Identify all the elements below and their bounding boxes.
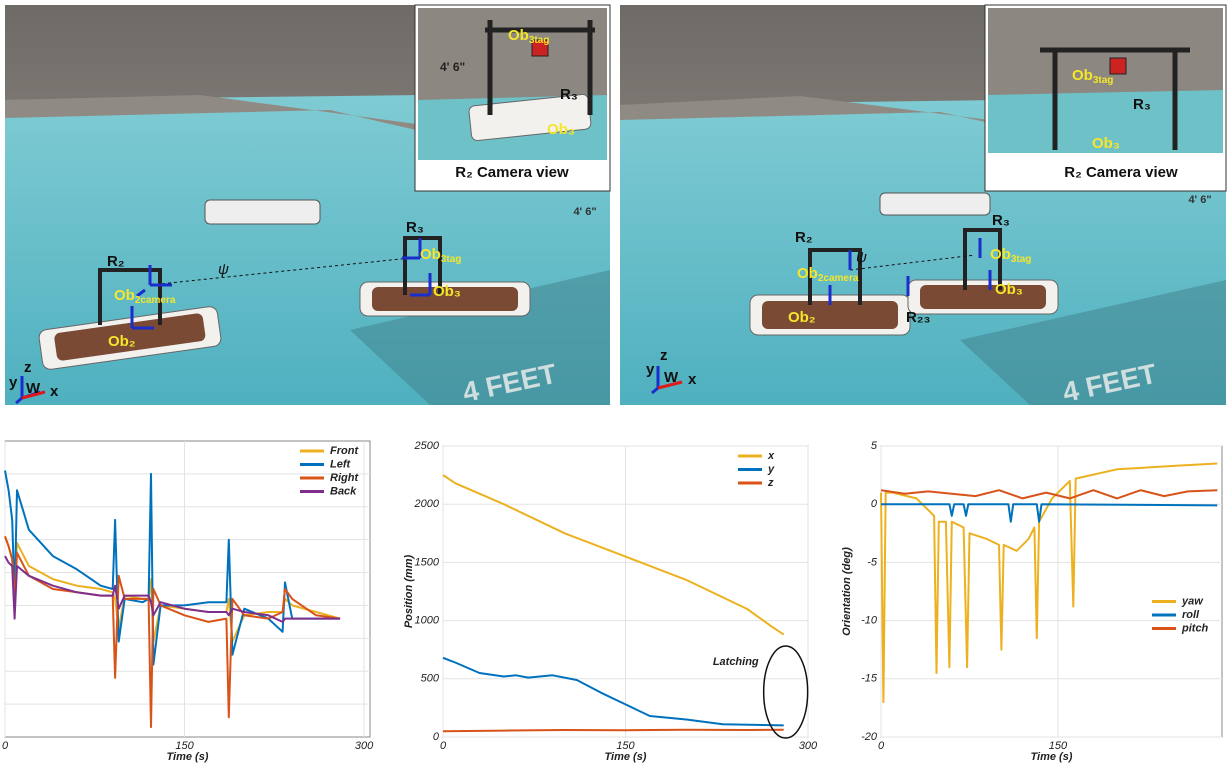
y-tick-label: -15 [861, 673, 878, 685]
tag [1110, 58, 1126, 74]
label: Ob₃ [547, 121, 575, 138]
y-tick-label: 500 [421, 673, 440, 685]
label: y [9, 374, 18, 391]
annotation: Latching [713, 656, 759, 668]
y-tick-label: -20 [861, 731, 878, 743]
y-axis-label: Orientation (deg) [841, 547, 853, 636]
x-axis-label: Time (s) [1031, 751, 1073, 763]
depth-mark: 4' 6" [573, 206, 596, 218]
boat [205, 200, 320, 224]
label-sub: 3tag [1093, 75, 1114, 86]
x-axis-label: Time (s) [605, 751, 647, 763]
label: z [660, 347, 668, 364]
label-base: Ob [990, 246, 1011, 263]
y-tick-label: -10 [861, 615, 878, 627]
boat-deck [920, 285, 1046, 309]
label: R₂₃ [906, 309, 930, 326]
caption: R₂ Camera view [1064, 164, 1178, 181]
photo: 4 FEET 4' 6" R₂ R₃ Ob2camera Ob3tag Ob₃ … [5, 5, 610, 408]
label: R₃ [992, 212, 1010, 229]
label: z [24, 359, 32, 376]
legend-label: pitch [1181, 622, 1209, 634]
legend-label: Left [330, 458, 352, 470]
label-base: Ob [508, 27, 529, 44]
figure: 4 FEET 4' 6" R₂ R₃ Ob2camera Ob3tag Ob₃ … [0, 0, 1228, 764]
depth-mark: 4' 6" [1188, 194, 1211, 206]
legend-label: z [767, 477, 774, 489]
label-sub: 2camera [818, 273, 859, 284]
label: W [26, 380, 41, 397]
legend-label: x [767, 450, 775, 462]
y-tick-label: 2000 [414, 498, 440, 510]
label-base: Ob [114, 287, 135, 304]
y-tick-label: 5 [871, 440, 878, 452]
label-sub: 2camera [135, 295, 176, 306]
x-tick-label: 0 [878, 740, 885, 752]
legend-label: y [767, 463, 775, 475]
caption: R₂ Camera view [455, 164, 569, 181]
y-tick-label: 0 [871, 498, 878, 510]
label: Ob₃ [1092, 135, 1120, 152]
label-base: Ob [797, 265, 818, 282]
y-axis-label: Position (mm) [403, 555, 415, 629]
label: Ob₂ [108, 333, 136, 350]
label: W [664, 369, 679, 386]
x-axis-label: Time (s) [167, 751, 209, 763]
label-sub: 3tag [441, 254, 462, 265]
legend-label: Front [330, 445, 359, 457]
legend-label: yaw [1181, 595, 1204, 607]
legend-label: Right [330, 472, 359, 484]
legend-label: Back [330, 485, 357, 497]
y-tick-label: 1000 [415, 615, 440, 627]
boat-deck [762, 301, 898, 329]
label: R₂ [107, 253, 125, 270]
label: Ob₃ [433, 283, 461, 300]
label: R₃ [406, 219, 424, 236]
x-tick-label: 0 [440, 740, 447, 752]
label-sub: 3tag [529, 35, 550, 46]
label: ψ [218, 261, 229, 278]
label-base: Ob [420, 246, 441, 263]
label: x [50, 383, 59, 400]
label-base: Ob [1072, 67, 1093, 84]
label: Ob₃ [995, 281, 1023, 298]
plot-area [881, 446, 1222, 737]
legend-label: roll [1182, 609, 1200, 621]
y-tick-label: 1500 [415, 556, 440, 568]
x-tick-label: 0 [2, 740, 9, 752]
label: R₃ [560, 86, 578, 103]
label-sub: 3tag [1011, 254, 1032, 265]
label: x [688, 371, 697, 388]
photo: 4 FEET 4' 6" R₂ R₃ Ob2camera Ob3tag Ob₃ … [620, 5, 1226, 408]
y-tick-label: -5 [867, 556, 878, 568]
boat [880, 193, 990, 215]
label: ψ [856, 249, 867, 266]
label: R₂ [795, 229, 813, 246]
x-tick-label: 300 [355, 740, 374, 752]
label: Ob₂ [788, 309, 816, 326]
label: y [646, 361, 655, 378]
y-tick-label: 0 [433, 731, 440, 743]
y-tick-label: 2500 [414, 440, 440, 452]
label: 4' 6" [440, 60, 465, 74]
label: R₃ [1133, 96, 1151, 113]
x-tick-label: 300 [799, 740, 818, 752]
